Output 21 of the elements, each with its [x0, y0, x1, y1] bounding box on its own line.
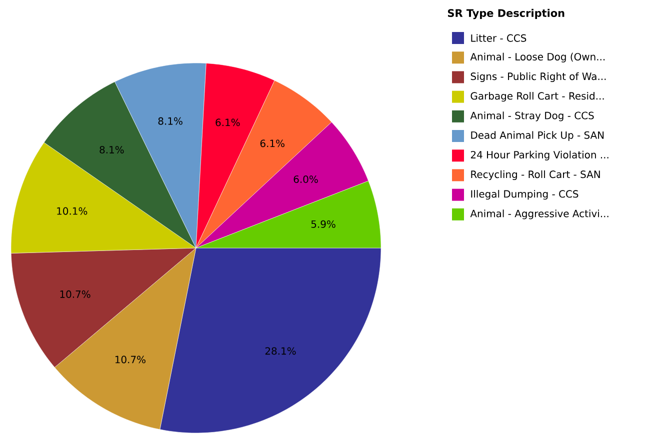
- legend-label: Illegal Dumping - CCS: [471, 190, 578, 200]
- data-label: 10.1%: [57, 207, 88, 215]
- data-label: 6.1%: [260, 140, 284, 148]
- legend-label: 24 Hour Parking Violation ...: [470, 150, 608, 160]
- data-label: 8.1%: [100, 146, 124, 154]
- legend-label: Garbage Roll Cart - Resid...: [470, 92, 604, 102]
- legend-label: Animal - Stray Dog - CCS: [470, 112, 594, 122]
- legend-label: Recycling - Roll Cart - SAN: [471, 170, 600, 180]
- legend-label: Animal - Loose Dog (Own...: [470, 52, 605, 62]
- data-label: 6.1%: [216, 118, 240, 126]
- legend-label: Signs - Public Right of Wa...: [470, 72, 606, 82]
- data-label: 10.7%: [115, 356, 146, 364]
- data-label: 28.1%: [265, 347, 296, 355]
- legend-title: SR Type Description: [448, 8, 564, 20]
- data-label: 6.0%: [294, 175, 318, 183]
- legend-label: Litter - CCS: [471, 34, 526, 42]
- data-label: 10.7%: [60, 290, 90, 298]
- legend-label: Animal - Aggressive Activi...: [470, 210, 608, 220]
- legend-label: Dead Animal Pick Up - SAN: [471, 131, 604, 141]
- data-label: 8.1%: [158, 117, 182, 125]
- data-label: 5.9%: [311, 220, 336, 228]
